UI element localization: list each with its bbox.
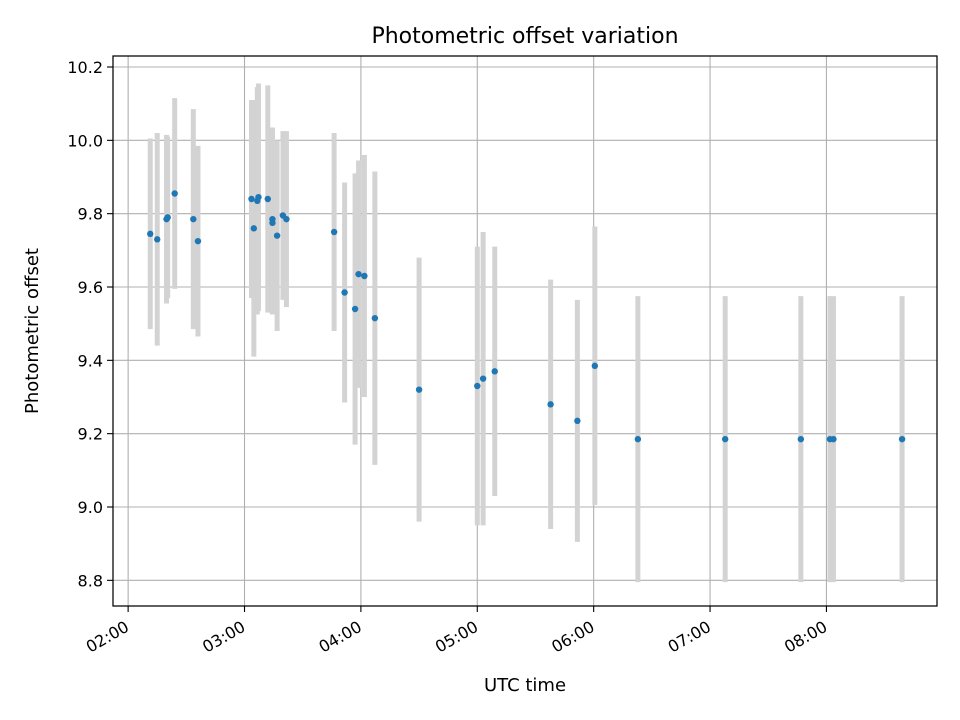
y-tick-label: 10.2 (67, 58, 103, 77)
y-tick-label: 9.0 (78, 498, 103, 517)
data-point (154, 236, 161, 243)
data-point (474, 382, 481, 390)
x-tick-label: 07:00 (665, 617, 714, 657)
data-point (898, 435, 906, 443)
data-point (248, 195, 255, 203)
data-point (273, 232, 281, 239)
data-point (361, 272, 368, 280)
data-point (830, 435, 837, 443)
x-tick-label: 06:00 (548, 617, 597, 657)
data-point (171, 190, 178, 197)
data-point (264, 195, 271, 203)
x-tick-label: 05:00 (432, 617, 481, 657)
x-tick-label: 02:00 (83, 617, 132, 657)
data-point (147, 230, 154, 238)
data-point (355, 270, 362, 278)
data-point (634, 435, 642, 443)
data-point (591, 362, 599, 370)
y-tick-label: 9.4 (78, 351, 103, 370)
data-point (283, 215, 290, 223)
y-tick-label: 10.0 (67, 131, 103, 150)
y-axis-ticks: 8.8 9.0 9.2 9.4 9.6 9.8 10.0 10.2 (67, 58, 113, 590)
data-point (415, 386, 423, 393)
y-tick-label: 9.8 (78, 205, 103, 224)
x-tick-label: 04:00 (315, 617, 364, 657)
data-point (269, 219, 276, 227)
y-tick-label: 8.8 (78, 571, 103, 590)
data-point (797, 435, 805, 443)
x-tick-label: 08:00 (781, 617, 830, 657)
data-point (194, 237, 202, 245)
y-tick-label: 9.2 (78, 425, 103, 444)
plot-frame (112, 55, 938, 607)
data-point (574, 417, 581, 425)
chart-title: Photometric offset variation (371, 24, 678, 49)
data-point (479, 375, 487, 382)
data-point (250, 225, 258, 232)
data-points (147, 190, 906, 443)
data-point (190, 215, 197, 223)
x-axis-label: UTC time (484, 675, 566, 696)
data-point (164, 214, 171, 221)
data-point (351, 305, 359, 313)
data-point (547, 401, 554, 408)
data-point (371, 314, 379, 322)
data-point (255, 193, 262, 201)
x-axis-ticks: 02:00 03:00 04:00 05:00 06:00 07:00 08:00 (83, 606, 830, 657)
y-tick-label: 9.6 (78, 278, 103, 297)
data-point (341, 289, 348, 296)
data-point (721, 435, 729, 443)
data-point (330, 228, 338, 236)
grid-lines (113, 56, 937, 606)
y-axis-label: Photometric offset (22, 248, 43, 414)
data-point (491, 368, 498, 375)
x-tick-label: 03:00 (199, 617, 248, 657)
